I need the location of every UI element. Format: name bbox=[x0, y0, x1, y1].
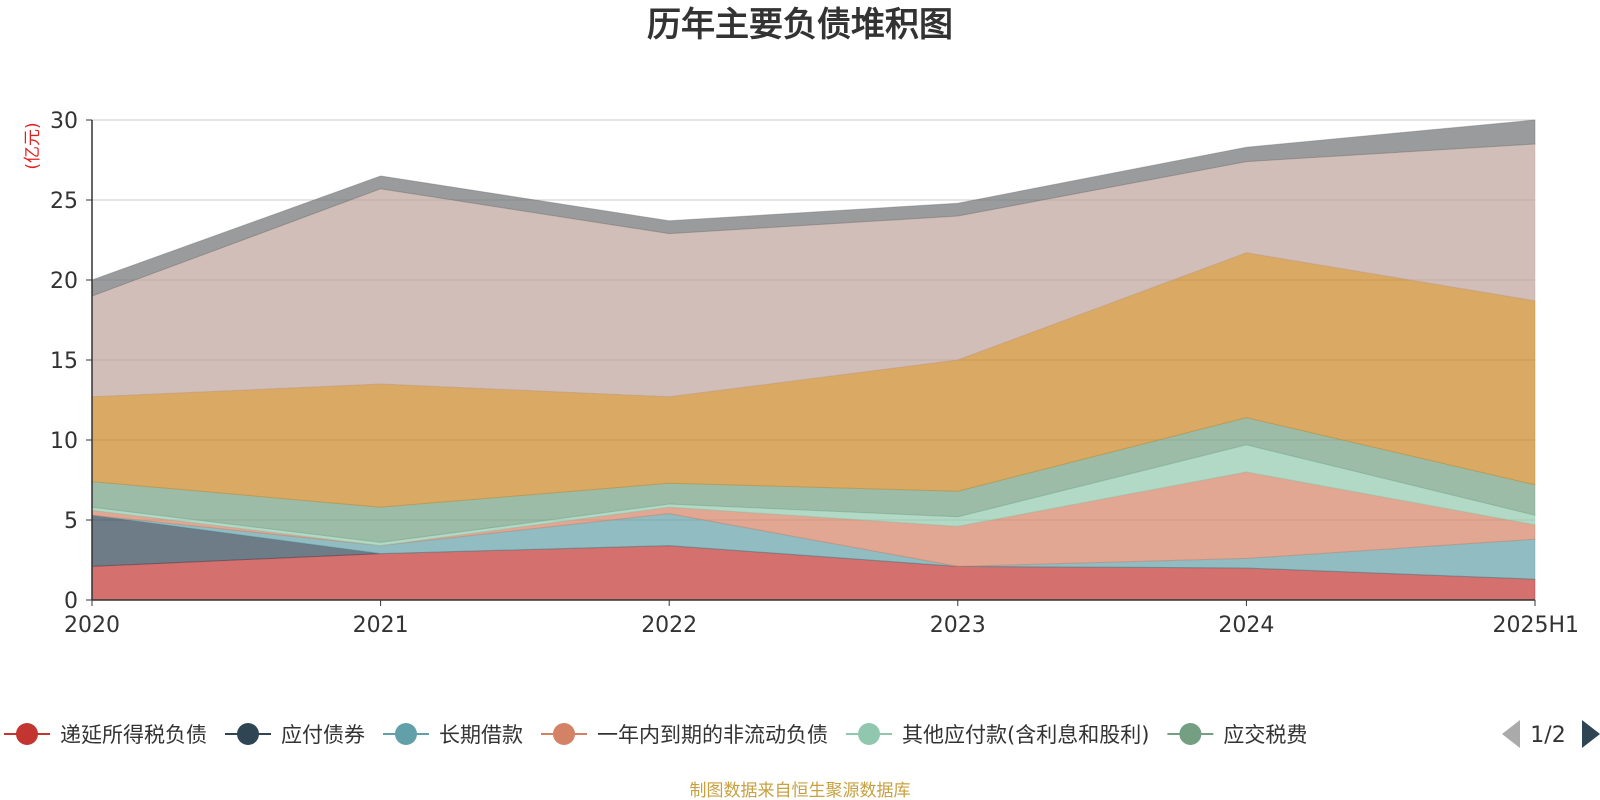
y-tick-label: 5 bbox=[64, 509, 78, 534]
legend-label: 其他应付款(含利息和股利) bbox=[902, 723, 1149, 747]
y-axis-unit: (亿元) bbox=[23, 122, 43, 169]
legend-item[interactable]: 其他应付款(含利息和股利) bbox=[846, 723, 1149, 747]
legend-marker-icon bbox=[395, 723, 417, 745]
legend-label: 长期借款 bbox=[439, 723, 523, 747]
x-tick-label: 2025H1 bbox=[1492, 613, 1579, 638]
x-tick-label: 2020 bbox=[64, 613, 120, 638]
legend: 递延所得税负债 应付债券 长期借款 一年内到期的非流动负债 其他应付款(含利息和股利) 应… bbox=[4, 723, 1307, 747]
chart-title: 历年主要负债堆积图 bbox=[647, 5, 953, 45]
legend-item[interactable]: 递延所得税负债 bbox=[4, 723, 207, 747]
legend-marker-icon bbox=[553, 723, 575, 745]
x-tick-label: 2023 bbox=[930, 613, 986, 638]
legend-label: 应付债券 bbox=[281, 723, 365, 747]
pager-label: 1/2 bbox=[1530, 723, 1565, 748]
x-tick-label: 2022 bbox=[641, 613, 697, 638]
legend-item[interactable]: 长期借款 bbox=[383, 723, 523, 747]
series-area bbox=[91, 513, 1536, 580]
legend-pager: 1/2 bbox=[1502, 720, 1600, 748]
y-tick-label: 20 bbox=[50, 269, 78, 294]
legend-label: 应交税费 bbox=[1223, 723, 1307, 747]
source-note: 制图数据来自恒生聚源数据库 bbox=[690, 781, 911, 800]
y-tick-label: 10 bbox=[50, 429, 78, 454]
legend-item[interactable]: 应交税费 bbox=[1167, 723, 1307, 747]
axes: 0 5 10 15 20 25 30 2020 2021 2022 2023 2024 2025H1 bbox=[50, 109, 1579, 638]
series-area bbox=[91, 119, 1536, 297]
y-tick-label: 15 bbox=[50, 349, 78, 374]
legend-marker-icon bbox=[858, 723, 880, 745]
legend-item[interactable]: 应付债券 bbox=[225, 723, 365, 747]
y-tick-label: 25 bbox=[50, 189, 78, 214]
y-tick-label: 30 bbox=[50, 109, 78, 134]
x-tick-label: 2021 bbox=[353, 613, 409, 638]
legend-label: 一年内到期的非流动负债 bbox=[597, 723, 828, 747]
x-tick-label: 2024 bbox=[1218, 613, 1274, 638]
legend-marker-icon bbox=[237, 723, 259, 745]
legend-marker-icon bbox=[1179, 723, 1202, 745]
legend-label: 递延所得税负债 bbox=[60, 723, 207, 747]
legend-marker-icon bbox=[16, 723, 38, 745]
y-tick-label: 0 bbox=[64, 589, 78, 614]
pager-prev-icon[interactable] bbox=[1502, 720, 1520, 748]
series-areas bbox=[91, 119, 1536, 601]
legend-item[interactable]: 一年内到期的非流动负债 bbox=[541, 723, 828, 747]
pager-next-icon[interactable] bbox=[1582, 720, 1600, 748]
